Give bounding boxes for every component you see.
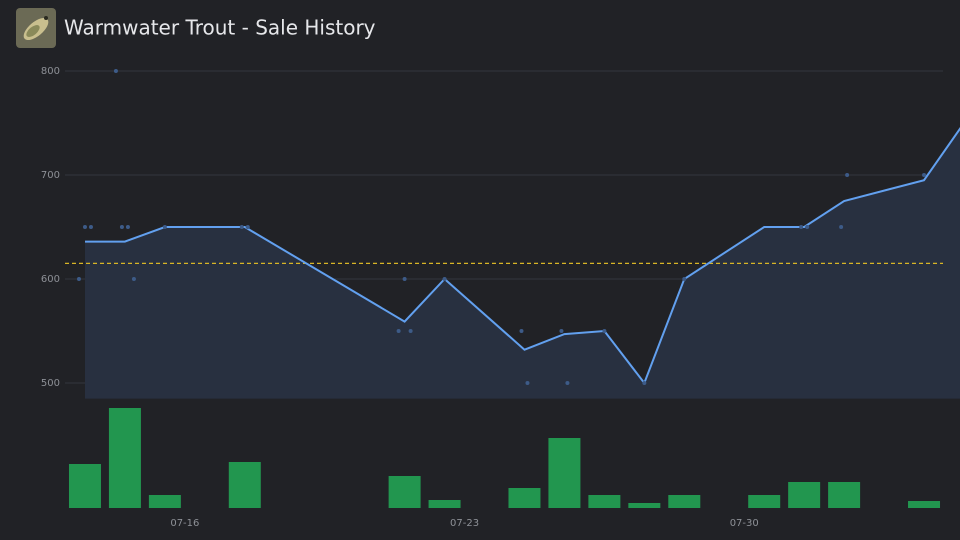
volume-bar	[588, 495, 621, 508]
sale-point	[799, 225, 804, 229]
sale-point	[519, 329, 524, 333]
y-tick-label: 700	[41, 170, 60, 181]
sale-point	[839, 225, 844, 229]
sale-point	[559, 329, 564, 333]
sale-point	[131, 277, 136, 281]
y-tick-label: 500	[41, 378, 60, 389]
sale-point	[119, 225, 124, 229]
sale-point	[396, 329, 401, 333]
sale-point	[239, 225, 244, 229]
sale-point	[525, 381, 530, 385]
sale-point	[245, 225, 250, 229]
volume-bar	[748, 495, 781, 508]
item-icon	[16, 8, 56, 48]
volume-bar	[668, 495, 701, 508]
plot	[65, 69, 960, 399]
sale-point	[125, 225, 130, 229]
volume-bar	[68, 464, 101, 508]
sale-point	[682, 277, 687, 281]
volume-bar	[428, 500, 461, 508]
area	[84, 128, 960, 399]
volume-bar	[788, 482, 821, 508]
sale-point	[565, 381, 570, 385]
volume-bar	[828, 482, 861, 508]
x-tick-label: 07-23	[450, 518, 479, 529]
volume-bar	[108, 408, 141, 508]
volume-bar	[548, 438, 581, 508]
sale-point	[845, 173, 850, 177]
sale-point	[82, 225, 87, 229]
volume-bar	[908, 501, 941, 508]
sale-point	[442, 277, 447, 281]
chart-title: Warmwater Trout - Sale History	[64, 16, 376, 40]
sale-point	[113, 69, 118, 73]
sale-point	[402, 277, 407, 281]
price-line	[85, 126, 960, 386]
sale-point	[805, 225, 810, 229]
volume-bar	[388, 476, 421, 508]
sale-point	[642, 381, 647, 385]
volume-bar	[148, 495, 181, 508]
sale-point	[76, 277, 81, 281]
sale-point	[162, 225, 167, 229]
sale-point	[88, 225, 93, 229]
x-tick-label: 07-16	[170, 518, 199, 529]
volume-bar	[628, 503, 661, 508]
x-tick-label: 07-30	[730, 518, 759, 529]
y-tick-label: 800	[41, 66, 60, 77]
sale-point	[922, 173, 927, 177]
volume-bar	[508, 488, 541, 508]
y-tick-label: 600	[41, 274, 60, 285]
sale-point	[602, 329, 607, 333]
sale-point	[408, 329, 413, 333]
volume-bar	[228, 462, 261, 508]
